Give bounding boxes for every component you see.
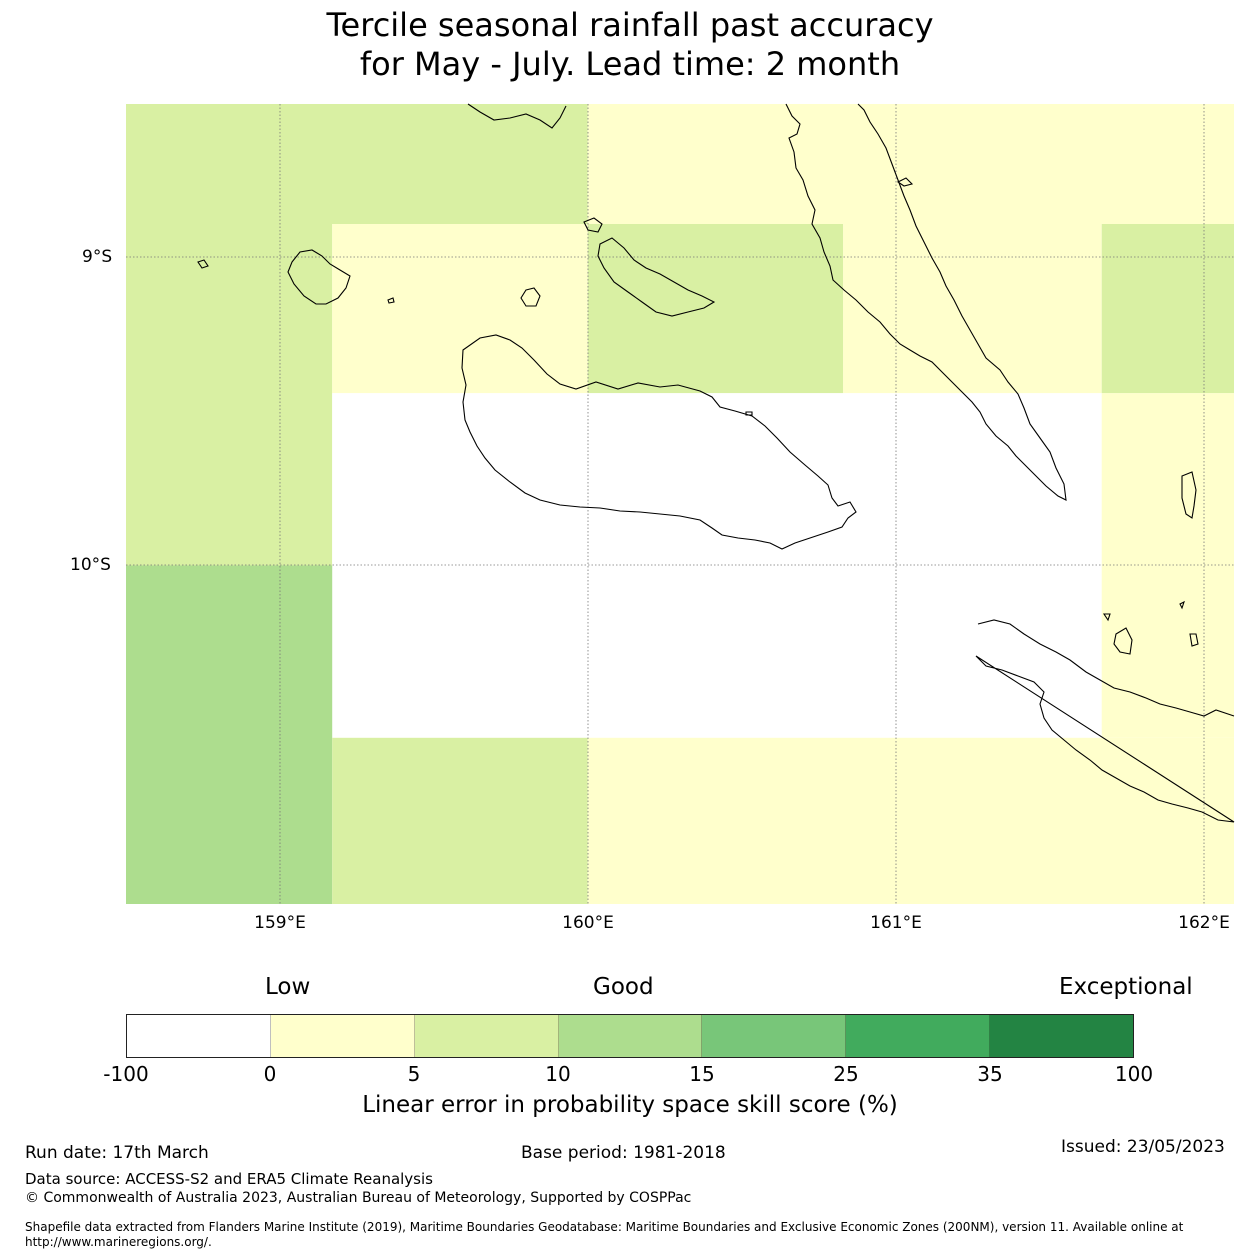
colorbar-tick: 0 [263, 1062, 277, 1086]
coastline-savo [520, 287, 541, 307]
colorbar-tick: -100 [103, 1062, 149, 1086]
lon-label-159e: 159°E [254, 913, 306, 933]
coastline-islet-center [745, 411, 753, 416]
coastline-florida-islands [597, 237, 716, 317]
skill-cell-2 [587, 104, 1234, 224]
skill-cell-4 [332, 224, 588, 394]
colorbar-swatch-3 [414, 1015, 559, 1057]
coastline-islet-se2 [1179, 600, 1185, 610]
colorbar-swatch-5 [702, 1015, 847, 1057]
lon-label-161e: 161°E [870, 913, 922, 933]
chart-title: Tercile seasonal rainfall past accuracy … [0, 6, 1260, 84]
colorbar-tick: 15 [689, 1062, 715, 1086]
title-line-2: for May - July. Lead time: 2 month [359, 45, 901, 83]
coastline-ulawa [1113, 627, 1133, 655]
skill-cell-10 [126, 565, 333, 904]
title-line-1: Tercile seasonal rainfall past accuracy [326, 6, 934, 44]
skill-cell-1 [126, 104, 588, 224]
coastline-islet-russell-e [387, 297, 395, 304]
lat-label-10s: 10°S [70, 555, 111, 575]
skill-cell-9 [1101, 393, 1234, 738]
run-date: Run date: 17th March [25, 1143, 209, 1163]
map-canvas [126, 103, 1235, 904]
colorbar [126, 1014, 1134, 1058]
skill-cell-12 [587, 737, 1234, 904]
colorbar-tick: 100 [1114, 1062, 1154, 1086]
category-exceptional: Exceptional [1059, 974, 1193, 1000]
lon-label-162e: 162°E [1178, 913, 1230, 933]
shapefile-credit: Shapefile data extracted from Flanders M… [25, 1220, 1184, 1249]
coastline-sikaiana-like [1181, 471, 1197, 519]
coastline-russell-islands [287, 249, 351, 305]
skill-cell-5 [587, 224, 844, 394]
coastline-islet-se1 [1102, 613, 1111, 622]
skill-cell-11 [332, 737, 588, 904]
colorbar-title: Linear error in probability space skill … [362, 1092, 898, 1118]
base-period: Base period: 1981-2018 [521, 1143, 726, 1163]
skill-grid [126, 104, 1234, 904]
copyright: © Commonwealth of Australia 2023, Austra… [25, 1190, 692, 1206]
coastline-islet-se3 [1189, 633, 1199, 647]
coastline-ngella-north [583, 217, 603, 233]
colorbar-swatch-1 [127, 1015, 271, 1057]
colorbar-tick: 35 [977, 1062, 1003, 1086]
colorbar-swatch-6 [846, 1015, 991, 1057]
colorbar-tick: 5 [407, 1062, 421, 1086]
coastline-malaita [785, 103, 1067, 501]
coastline-islet-tulagi [896, 177, 914, 187]
skill-cell-8 [332, 393, 1102, 738]
category-low: Low [265, 974, 311, 1000]
colorbar-tick: 25 [833, 1062, 859, 1086]
gridlines [126, 104, 1234, 904]
skill-cell-7 [1101, 224, 1234, 394]
lon-label-160e: 160°E [562, 913, 614, 933]
coastline-islet-gizo [467, 103, 567, 129]
colorbar-swatch-7 [990, 1015, 1134, 1057]
data-source: Data source: ACCESS-S2 and ERA5 Climate … [25, 1170, 433, 1188]
coastline-makira [975, 619, 1235, 823]
skill-cell-6 [843, 224, 1102, 394]
category-good: Good [593, 974, 654, 1000]
colorbar-swatch-2 [270, 1015, 415, 1057]
skill-cell-3 [126, 224, 333, 566]
issued-date: Issued: 23/05/2023 [1061, 1137, 1225, 1157]
lat-label-9s: 9°S [82, 247, 113, 267]
colorbar-swatch-4 [558, 1015, 703, 1057]
coastlines [197, 103, 1235, 823]
coastline-islet-west [197, 259, 209, 269]
colorbar-tick: 10 [545, 1062, 571, 1086]
coastline-guadalcanal [461, 334, 857, 550]
